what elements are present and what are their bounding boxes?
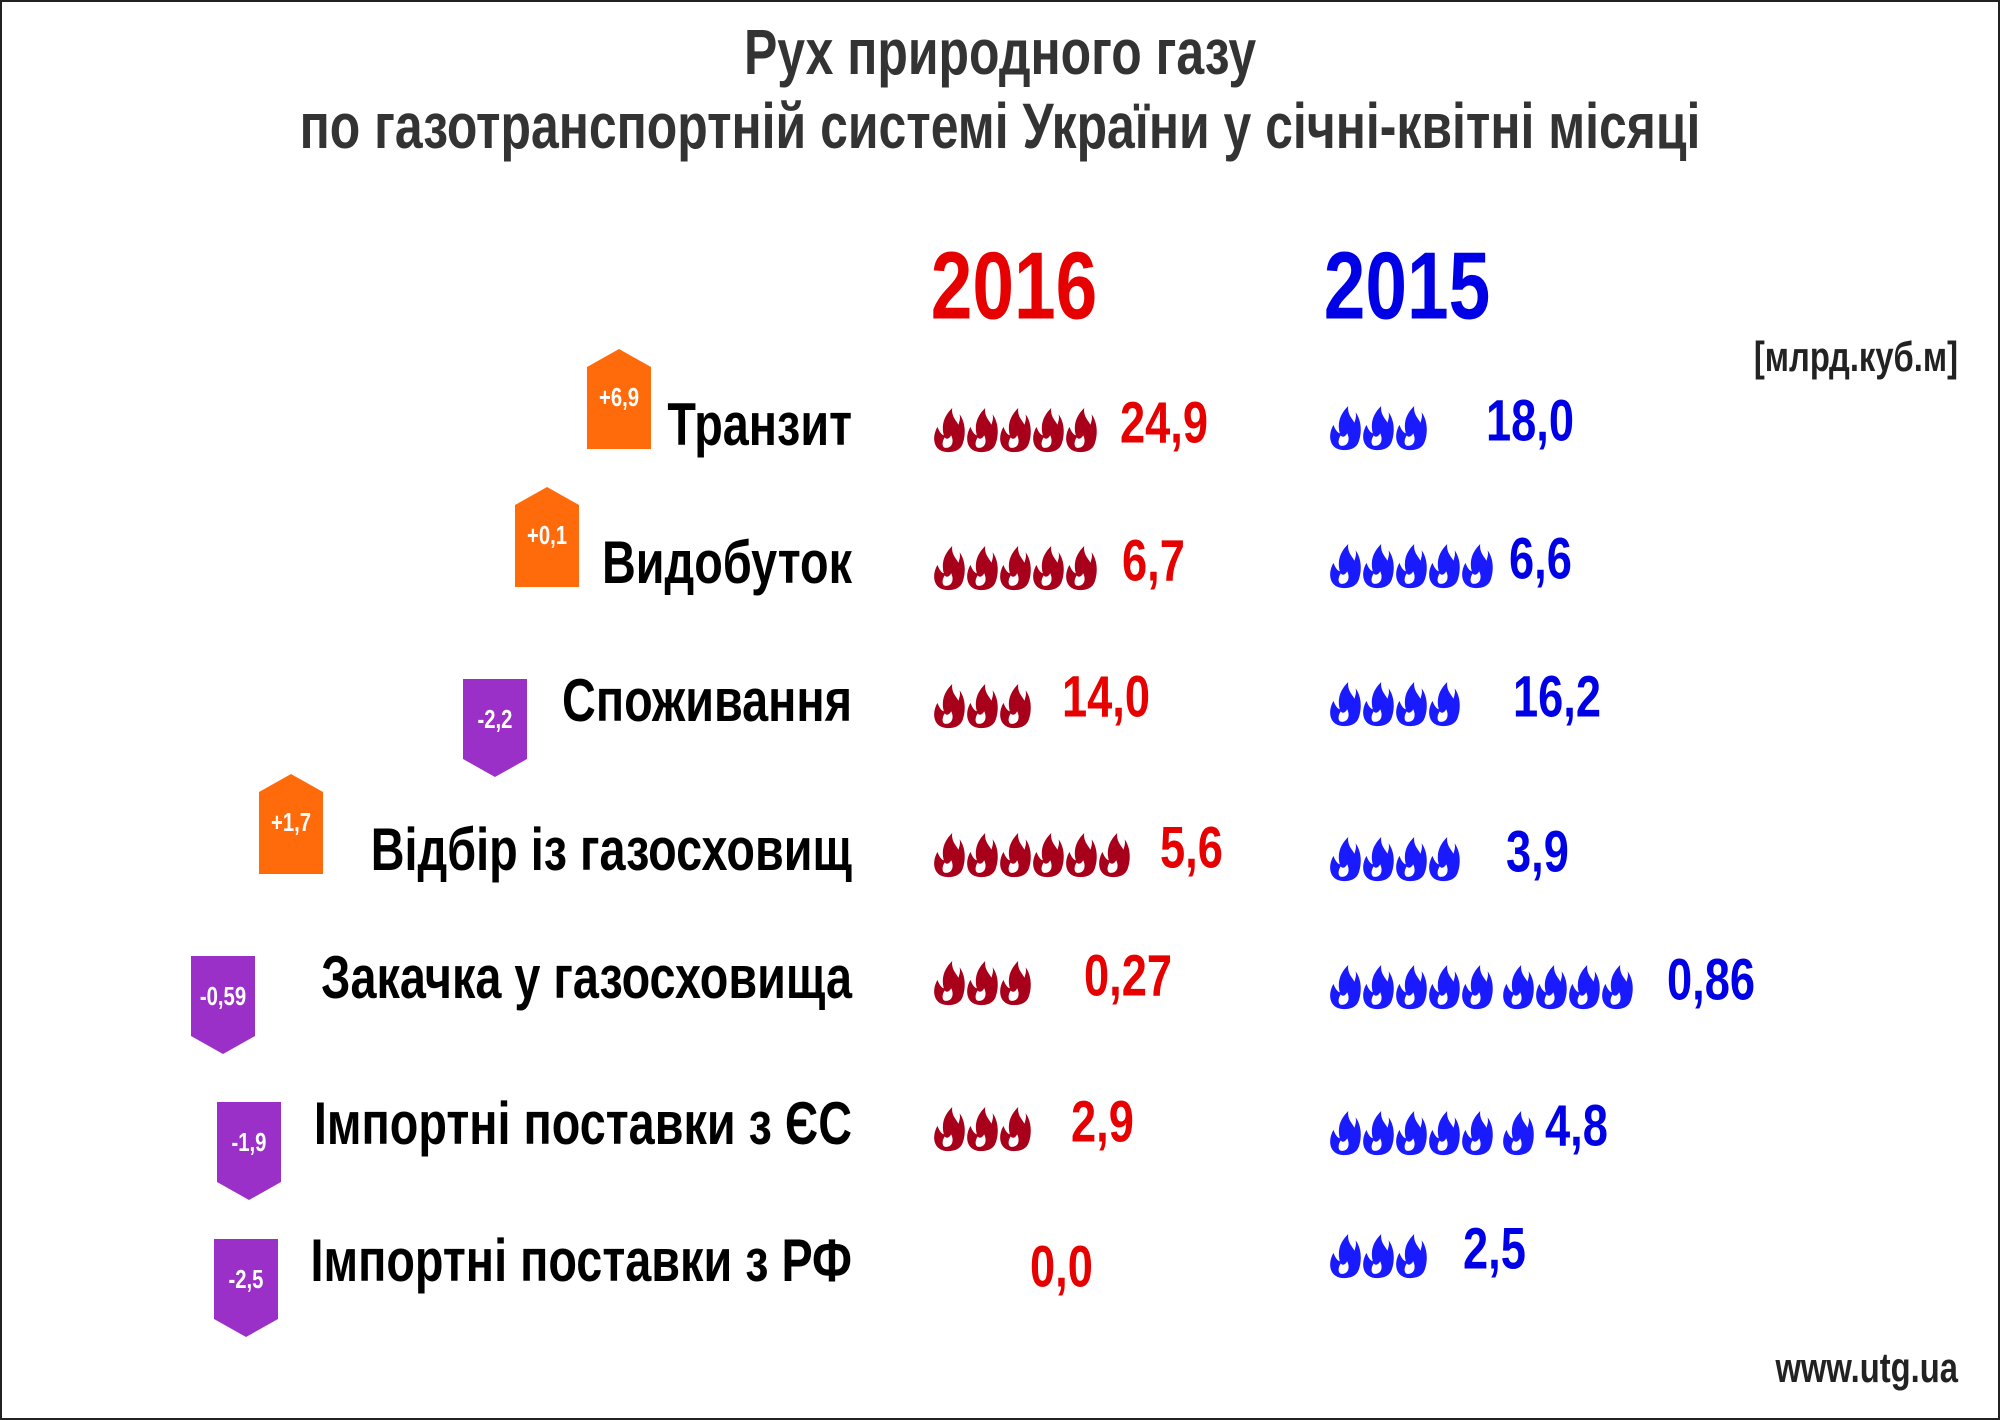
value-2016: 14,0	[1062, 665, 1150, 730]
row-label: Видобуток	[602, 529, 852, 596]
value-2015: 3,9	[1506, 820, 1569, 885]
value-2015: 18,0	[1486, 389, 1574, 454]
decrease-badge	[214, 1239, 278, 1337]
value-2015: 16,2	[1513, 665, 1601, 730]
unit: [млрд.куб.м]	[1754, 333, 1958, 380]
value-2015: 4,8	[1545, 1094, 1608, 1159]
change-label: -2,2	[478, 704, 513, 733]
row-label: Закачка у газосховища	[321, 944, 853, 1011]
increase-badge	[259, 774, 323, 874]
value-2016: 24,9	[1120, 391, 1208, 456]
title: Рух природного газу	[744, 17, 1256, 88]
decrease-badge	[217, 1102, 281, 1200]
change-label: -0,59	[200, 981, 246, 1010]
row-label: Відбір із газосховищ	[371, 816, 852, 883]
change-label: +1,7	[271, 807, 311, 836]
change-label: +0,1	[527, 520, 567, 549]
footer: www.utg.ua	[1775, 1344, 1959, 1391]
increase-badge	[515, 487, 579, 587]
year-heading: 2016	[931, 232, 1098, 339]
value-2016: 5,6	[1160, 816, 1223, 881]
value-2015: 6,6	[1509, 527, 1572, 592]
row-label: Імпортні поставки з ЄС	[314, 1090, 852, 1157]
value-2016: 0,27	[1084, 944, 1172, 1009]
row-label: Імпортні поставки з РФ	[310, 1227, 852, 1294]
decrease-badge	[191, 956, 255, 1054]
value-2015: 2,5	[1463, 1217, 1526, 1282]
change-label: +6,9	[599, 382, 639, 411]
value-2016: 2,9	[1071, 1090, 1134, 1155]
value-2015: 0,86	[1667, 948, 1755, 1013]
increase-badge	[587, 349, 651, 449]
value-2016: 6,7	[1122, 529, 1185, 594]
value-2016: 0,0	[1030, 1235, 1093, 1300]
change-label: -1,9	[232, 1127, 267, 1156]
row-label: Транзит	[667, 391, 852, 458]
decrease-badge	[463, 679, 527, 777]
year-heading: 2015	[1324, 232, 1491, 339]
title: по газотранспортній системі України у сі…	[300, 91, 1701, 162]
change-label: -2,5	[229, 1264, 264, 1293]
row-label: Споживання	[562, 667, 852, 734]
